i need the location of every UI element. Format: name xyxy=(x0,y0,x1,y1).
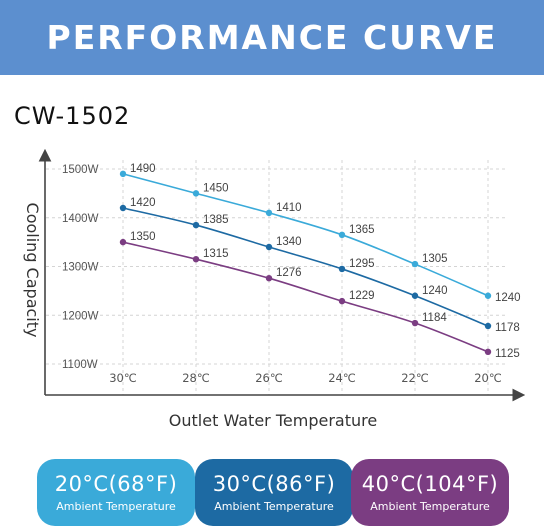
data-point xyxy=(411,319,419,327)
page-title: PERFORMANCE CURVE xyxy=(46,18,498,57)
data-point xyxy=(338,231,346,239)
data-point xyxy=(192,221,200,229)
data-label: 1315 xyxy=(203,248,229,260)
data-point xyxy=(484,322,492,330)
data-label: 1240 xyxy=(422,285,448,297)
data-point xyxy=(119,170,127,178)
data-label: 1365 xyxy=(349,224,375,236)
series-line xyxy=(122,207,489,327)
data-label: 1420 xyxy=(130,197,156,209)
data-label: 1178 xyxy=(495,322,520,334)
data-point xyxy=(265,243,273,251)
data-label: 1276 xyxy=(276,267,302,279)
legend-sub-label: Ambient Temperature xyxy=(214,500,334,513)
data-point xyxy=(484,292,492,299)
y-tick-label: 1100W xyxy=(62,359,98,371)
data-point xyxy=(265,209,273,217)
data-label: 1229 xyxy=(349,290,375,302)
data-point xyxy=(192,190,200,197)
y-axis-label: Cooling Capacity xyxy=(23,203,42,338)
data-label: 1240 xyxy=(495,292,521,304)
data-label: 1184 xyxy=(422,312,447,324)
series-line xyxy=(122,241,489,353)
data-label: 1340 xyxy=(276,236,302,248)
data-point xyxy=(119,204,127,212)
title-banner: PERFORMANCE CURVE xyxy=(0,0,544,75)
data-point xyxy=(411,260,419,268)
data-label: 1385 xyxy=(203,214,229,226)
data-label: 1490 xyxy=(130,163,156,175)
series-line xyxy=(122,173,489,297)
data-point xyxy=(484,348,492,356)
data-point xyxy=(192,255,200,263)
legend-sub-label: Ambient Temperature xyxy=(56,500,176,513)
model-name: CW-1502 xyxy=(14,102,131,130)
x-tick-label: 30℃ xyxy=(109,371,137,385)
x-tick-label: 24℃ xyxy=(328,371,356,385)
legend-main-label: 20°C(68°F) xyxy=(54,472,178,496)
x-axis-label: Outlet Water Temperature xyxy=(169,411,377,430)
x-tick-label: 26℃ xyxy=(255,371,283,385)
performance-chart: 1100W 1200W 1300W 1400W 1500W 30℃ 28℃ 26℃ 24℃ 22℃… xyxy=(23,148,526,430)
y-tick-label: 1300W xyxy=(62,262,99,274)
legend-item-30c: 30°C(86°F) Ambient Temperature xyxy=(195,459,353,526)
y-tick-label: 1400W xyxy=(62,213,99,225)
data-point xyxy=(119,238,127,246)
data-point xyxy=(411,292,419,299)
data-label: 1305 xyxy=(422,253,448,265)
y-tick-label: 1500W xyxy=(62,164,99,176)
data-label: 1125 xyxy=(495,348,520,360)
data-label: 1450 xyxy=(203,182,229,194)
legend-item-40c: 40°C(104°F) Ambient Temperature xyxy=(351,459,509,526)
data-point xyxy=(265,275,273,282)
x-tick-label: 28℃ xyxy=(182,371,210,385)
x-tick-label: 22℃ xyxy=(401,371,429,385)
data-label: 1410 xyxy=(276,202,302,214)
legend-main-label: 30°C(86°F) xyxy=(212,472,336,496)
legend-item-20c: 20°C(68°F) Ambient Temperature xyxy=(37,459,195,526)
legend-sub-label: Ambient Temperature xyxy=(370,500,490,513)
data-label: 1295 xyxy=(349,258,375,270)
data-point xyxy=(338,265,346,273)
data-point xyxy=(338,297,346,305)
legend-main-label: 40°C(104°F) xyxy=(361,472,499,496)
x-tick-label: 20℃ xyxy=(474,371,502,385)
data-label: 1350 xyxy=(130,231,156,243)
y-tick-label: 1200W xyxy=(62,310,99,322)
